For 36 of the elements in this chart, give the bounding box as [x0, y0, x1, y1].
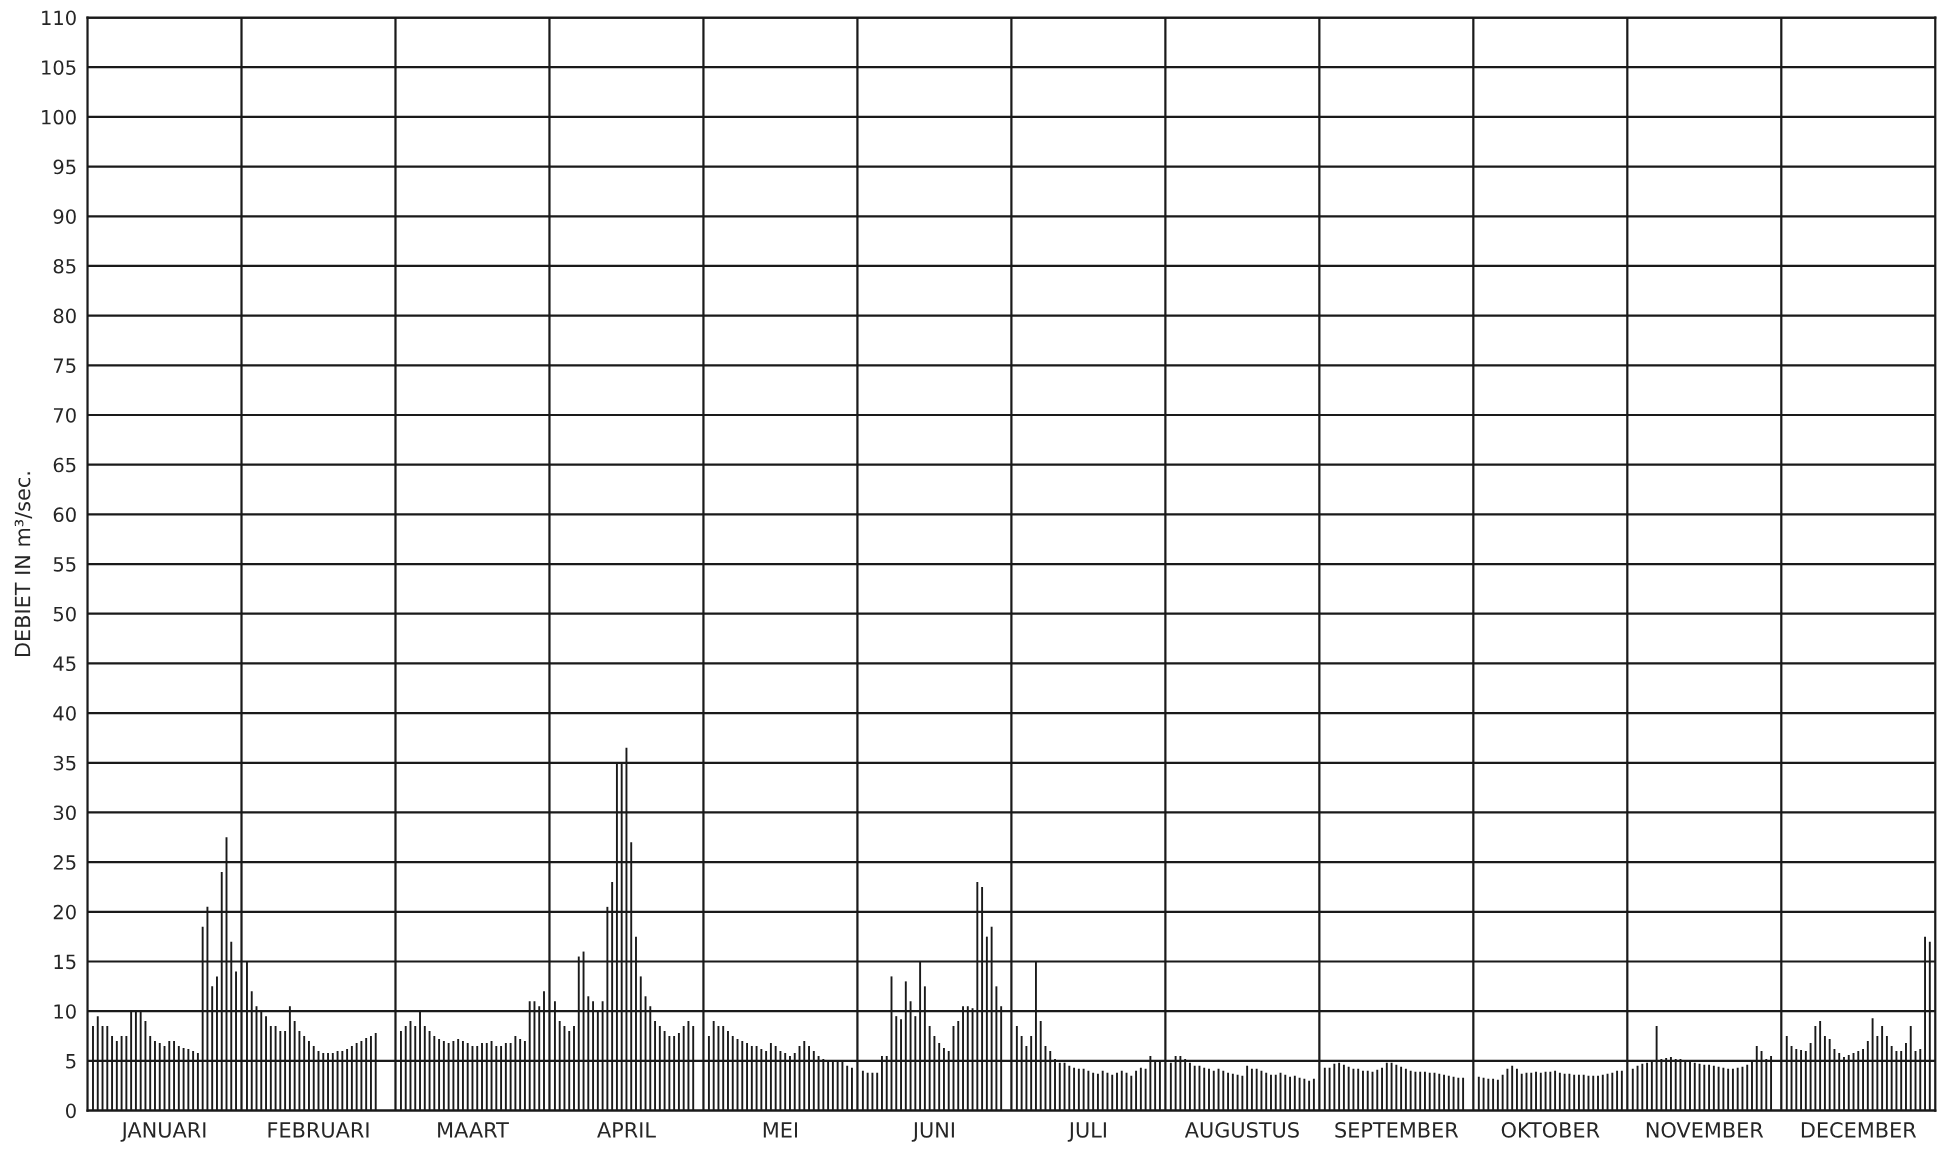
y-tick-label: 25: [53, 855, 76, 870]
x-tick-label: JUNI: [911, 1122, 954, 1142]
y-tick-label: 30: [53, 805, 76, 821]
x-tick-label: APRIL: [597, 1122, 656, 1138]
y-tick-label: 50: [53, 606, 76, 622]
y-tick-label: 60: [53, 507, 76, 523]
y-tick-label: 85: [53, 258, 76, 274]
y-tick-label: 70: [53, 407, 76, 423]
y-tick-label: 40: [53, 706, 76, 721]
y-tick-label: 5: [66, 1054, 76, 1069]
y-tick-label: 45: [53, 656, 76, 672]
y-tick-label: 105: [42, 60, 76, 75]
y-tick-label: 100: [42, 109, 76, 125]
y-tick-label: 35: [53, 755, 76, 771]
x-tick-label: JULI: [1067, 1122, 1106, 1142]
y-axis-title: DEBIET IN m³/sec.: [14, 472, 33, 656]
x-tick-label: SEPTEMBER: [1335, 1122, 1459, 1138]
y-tick-label: 75: [53, 358, 76, 373]
x-tick-label: OKTOBER: [1501, 1122, 1600, 1138]
y-tick-label: 10: [54, 1004, 76, 1019]
y-tick-label: 65: [53, 457, 76, 473]
y-tick-label: 90: [53, 209, 76, 224]
x-tick-label: DECEMBER: [1801, 1122, 1917, 1138]
x-tick-label: JANUARI: [120, 1122, 206, 1142]
x-tick-label: NOVEMBER: [1646, 1122, 1764, 1138]
y-tick-label: 95: [53, 159, 76, 175]
x-tick-label: MAART: [438, 1122, 509, 1138]
y-tick-label: 0: [66, 1103, 76, 1119]
x-tick-label: FEBRUARI: [268, 1122, 369, 1138]
x-tick-label: MEI: [763, 1122, 798, 1138]
x-tick-label: AUGUSTUS: [1184, 1122, 1299, 1138]
y-tick-label: 15: [54, 954, 76, 970]
y-tick-label: 110: [42, 10, 76, 26]
y-tick-label: 55: [53, 557, 76, 572]
y-tick-label: 80: [53, 308, 76, 324]
y-tick-label: 20: [53, 904, 76, 920]
